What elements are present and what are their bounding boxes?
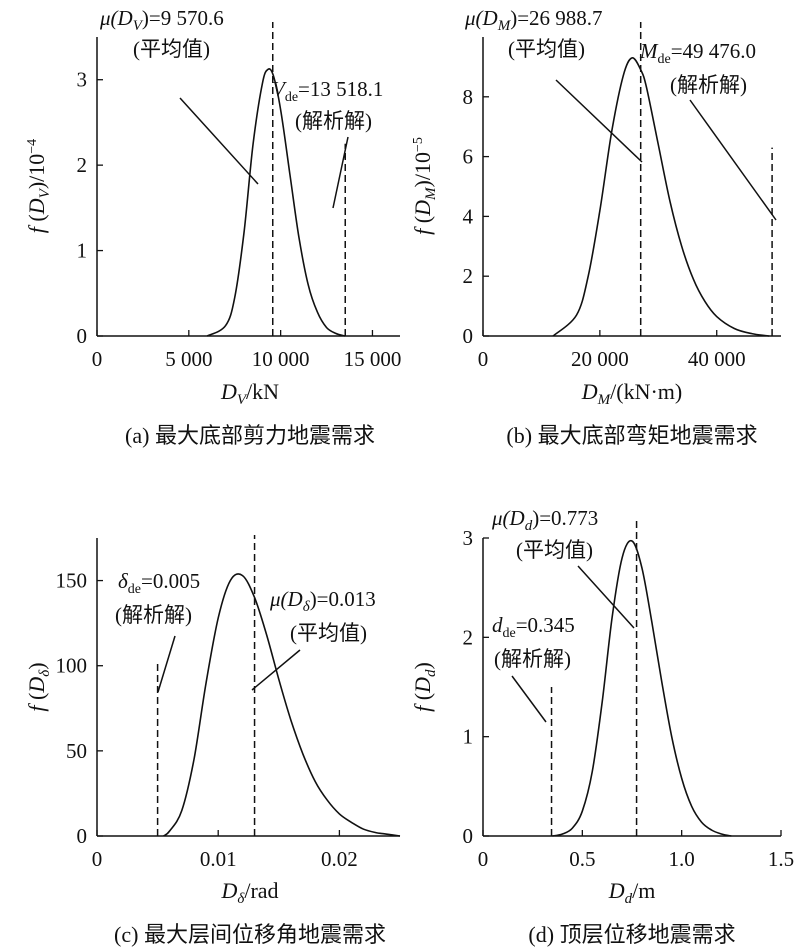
panel-d-x-tick-label: 1.0 — [669, 847, 695, 871]
panel-a-x-tick-label: 5 000 — [165, 347, 212, 371]
panel-d-x-tick-label: 1.5 — [768, 847, 794, 871]
panel-a: 0 5 000 10 000 15 000 0 1 2 3 μ(DV)=9 570.6 (平均… — [24, 6, 401, 448]
panel-c-design-label: δde=0.005 — [118, 569, 200, 597]
panel-d-y-tick-label: 1 — [463, 725, 474, 749]
panel-b-mean-sublabel: (平均值) — [508, 37, 585, 61]
panel-b-y-tick-label: 2 — [463, 264, 474, 288]
panel-d-design-leader — [511, 675, 547, 723]
panel-a-design-sublabel: (解析解) — [295, 109, 372, 133]
panel-d: 0 0.5 1.0 1.5 0 1 2 3 μ(Dd)=0.773 (平均值) dde=0.3… — [410, 506, 794, 947]
panel-b-y-tick-label: 0 — [463, 324, 474, 348]
panel-b-y-tick-label: 8 — [463, 85, 474, 109]
panel-c-y-tick-label: 0 — [77, 824, 88, 848]
panel-b-y-label: f (DM)/10−5 — [410, 137, 439, 235]
panel-d-ticks: 0 0.5 1.0 1.5 0 1 2 3 — [463, 526, 795, 871]
panel-b-mean-label: μ(DM)=26 988.7 — [464, 6, 603, 34]
panel-d-y-tick-label: 2 — [463, 625, 474, 649]
panel-a-x-tick-label: 15 000 — [344, 347, 402, 371]
panel-a-y-tick-label: 2 — [77, 153, 88, 177]
panel-c-y-tick-label: 50 — [66, 739, 87, 763]
panel-c-mean-leader — [251, 649, 301, 691]
panel-b-design-label: Mde=49 476.0 — [639, 39, 756, 67]
panel-d-design-sublabel: (解析解) — [494, 647, 571, 671]
panel-a-y-tick-label: 0 — [77, 324, 88, 348]
panel-d-x-tick-label: 0.5 — [569, 847, 595, 871]
panel-d-y-tick-label: 3 — [463, 526, 474, 550]
panel-a-caption: (a) 最大底部剪力地震需求 — [125, 423, 375, 448]
panel-c-density-curve — [163, 573, 401, 837]
panel-c-x-tick-label: 0 — [92, 847, 103, 871]
panel-b-y-tick-label: 4 — [463, 204, 474, 228]
panel-c-x-label: Dδ/rad — [220, 878, 278, 907]
panel-b-density-curve — [552, 57, 770, 337]
panel-d-mean-label: μ(Dd)=0.773 — [491, 506, 598, 534]
panel-a-y-tick-label: 1 — [77, 239, 88, 263]
panel-c-design-sublabel: (解析解) — [115, 603, 192, 627]
panel-b-x-tick-label: 40 000 — [688, 347, 746, 371]
panel-a-mean-leader — [179, 97, 259, 185]
panel-d-y-label: f (Dd) — [410, 662, 439, 712]
panel-c-y-tick-label: 150 — [56, 569, 88, 593]
panel-a-y-label: f (DV)/10−4 — [24, 139, 53, 233]
panel-b-design-sublabel: (解析解) — [670, 73, 747, 97]
panel-c-y-tick-label: 100 — [56, 654, 88, 678]
panel-a-design-leader — [332, 136, 349, 209]
panel-c-x-tick-label: 0.01 — [200, 847, 237, 871]
panel-d-density-curve — [552, 539, 732, 837]
panel-d-x-tick-label: 0 — [478, 847, 489, 871]
panel-c-y-label: f (Dδ) — [24, 662, 53, 711]
panel-a-y-tick-label: 3 — [77, 68, 88, 92]
panel-b-mean-leader — [555, 79, 643, 163]
panel-b-design-leader — [689, 99, 777, 221]
panel-a-design-label: Vde=13 518.1 — [272, 77, 383, 105]
panel-c-design-leader — [157, 635, 176, 693]
panel-a-x-label: DV/kN — [220, 379, 279, 408]
panel-d-design-label: dde=0.345 — [492, 613, 575, 641]
panel-c-caption: (c) 最大层间位移角地震需求 — [114, 922, 386, 947]
panel-b-y-tick-label: 6 — [463, 145, 474, 169]
panel-a-density-curve — [206, 68, 346, 337]
panel-a-mean-sublabel: (平均值) — [133, 37, 210, 61]
panel-a-ticks: 0 5 000 10 000 15 000 0 1 2 3 — [77, 68, 402, 371]
panel-d-mean-sublabel: (平均值) — [516, 538, 593, 562]
panel-b-ticks: 0 20 000 40 000 0 2 4 6 8 — [463, 85, 746, 371]
panel-d-caption: (d) 顶层位移地震需求 — [528, 922, 735, 947]
panel-b-x-label: DM/(kN·m) — [581, 379, 682, 408]
panel-b-caption: (b) 最大底部弯矩地震需求 — [506, 423, 757, 448]
panel-c: 0 0.01 0.02 0 50 100 150 δde=0.005 (解析解) μ(Dδ)… — [24, 535, 401, 947]
panel-d-x-label: Dd/m — [608, 878, 656, 907]
panel-a-x-tick-label: 0 — [92, 347, 103, 371]
panel-c-x-tick-label: 0.02 — [321, 847, 358, 871]
panel-d-mean-leader — [577, 565, 635, 629]
panel-c-ticks: 0 0.01 0.02 0 50 100 150 — [56, 569, 358, 871]
panel-c-mean-sublabel: (平均值) — [290, 621, 367, 645]
panel-d-y-tick-label: 0 — [463, 824, 474, 848]
panel-b-x-tick-label: 20 000 — [571, 347, 629, 371]
panel-a-mean-label: μ(DV)=9 570.6 — [99, 6, 224, 34]
panel-c-mean-label: μ(Dδ)=0.013 — [269, 587, 376, 615]
panel-a-x-tick-label: 10 000 — [252, 347, 310, 371]
panel-b-x-tick-label: 0 — [478, 347, 489, 371]
